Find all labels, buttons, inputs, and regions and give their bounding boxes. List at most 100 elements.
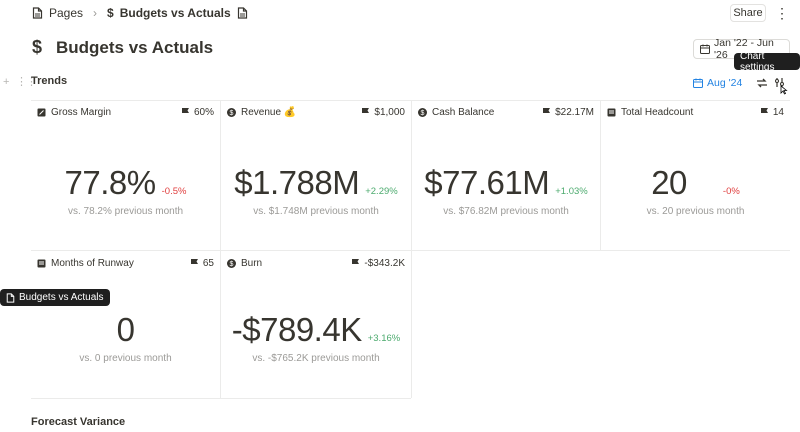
card-target: 60% [181, 107, 214, 118]
metric-comparison: vs. $1.748M previous month [253, 206, 379, 217]
card-target: 14 [760, 107, 784, 118]
more-options-icon[interactable]: ⋮ [775, 4, 789, 21]
share-button[interactable]: Share [730, 4, 766, 22]
metric-value: 20 [651, 164, 687, 201]
card-title: Cash Balance [432, 107, 495, 118]
date-range-label: Jan '22 - Jun '26 [714, 37, 774, 61]
metric-value: 0 [116, 311, 135, 348]
flag-icon [181, 107, 191, 118]
card-target: 65 [190, 258, 214, 269]
chevron-right-icon: › [93, 6, 98, 20]
target-value: $22.17M [555, 107, 594, 118]
target-value: 14 [772, 107, 784, 118]
flag-icon [543, 107, 552, 118]
card-header: $ Burn -$343.2K [227, 258, 405, 269]
metric-delta: +3.16% [367, 333, 401, 344]
swap-arrows-icon[interactable] [755, 76, 769, 90]
list-icon [607, 108, 616, 117]
flag-icon [362, 107, 371, 118]
page-icon[interactable] [237, 7, 248, 19]
metric-card-revenue[interactable]: $ Revenue 💰 $1,000 $1.788M +2.29% vs. $1… [221, 100, 411, 250]
card-title: Months of Runway [51, 258, 134, 269]
page-icon [32, 7, 43, 19]
card-header: $ Revenue 💰 $1,000 [227, 107, 405, 118]
metric-value: $77.61M [424, 164, 550, 201]
divider [600, 100, 601, 250]
drag-handle-icon[interactable]: ⋮⋮ [16, 76, 37, 88]
metric-comparison: vs. 0 previous month [79, 353, 172, 364]
card-target: -$343.2K [352, 258, 405, 269]
card-header: Gross Margin 60% [37, 107, 214, 118]
metric-value: -$789.4K [231, 311, 362, 348]
flag-icon [190, 258, 200, 269]
card-metric: 0 [31, 311, 220, 349]
card-title: Burn [241, 258, 263, 269]
chart-settings-tooltip: Chart settings [734, 51, 800, 73]
breadcrumb-current[interactable]: Budgets vs Actuals [119, 6, 231, 20]
trends-header: + ⋮⋮ Trends Aug '24 [0, 72, 800, 95]
metric-card-gross-margin[interactable]: Gross Margin 60% 77.8% -0.5% vs. 78.2% p… [31, 100, 220, 250]
dollar-circle-icon: $ [227, 108, 236, 117]
card-title: Total Headcount [621, 107, 694, 118]
metric-value: 77.8% [64, 164, 157, 201]
target-value: 65 [202, 258, 214, 269]
list-icon [37, 259, 46, 268]
card-header: Total Headcount 14 [607, 107, 784, 118]
target-value: $1,000 [374, 107, 405, 118]
svg-text:$: $ [421, 110, 425, 117]
card-metric: 20 -0% [601, 164, 790, 202]
trends-title: Trends [31, 75, 68, 87]
calendar-icon [700, 44, 710, 54]
metric-delta: -0% [722, 186, 740, 197]
card-metric: $1.788M +2.29% [221, 164, 411, 202]
dollar-icon: $ [107, 6, 114, 20]
metric-delta: +1.03% [555, 186, 588, 197]
card-metric: 77.8% -0.5% [31, 164, 220, 202]
metric-card-cash-balance[interactable]: $ Cash Balance $22.17M $77.61M +1.03% vs… [412, 100, 600, 250]
metric-card-total-headcount[interactable]: Total Headcount 14 20 -0% vs. 20 previou… [601, 100, 790, 250]
metric-value: $1.788M [234, 164, 360, 201]
target-value: -$343.2K [364, 258, 405, 269]
divider [31, 398, 411, 399]
page-title-text: Budgets vs Actuals [56, 37, 214, 57]
card-header: $ Cash Balance $22.17M [418, 107, 594, 118]
top-bar: Pages › $ Budgets vs Actuals Share ⋮ [0, 0, 800, 28]
page-link-tooltip[interactable]: Budgets vs Actuals [0, 289, 110, 306]
period-selector[interactable]: Aug '24 [693, 75, 742, 91]
flag-icon [352, 258, 361, 269]
metric-comparison: vs. 20 previous month [646, 206, 745, 217]
card-target: $1,000 [362, 107, 405, 118]
flag-icon [760, 107, 770, 118]
add-block-icon[interactable]: + [3, 76, 10, 88]
card-target: $22.17M [543, 107, 594, 118]
divider [220, 100, 221, 398]
dollar-icon: $ [32, 37, 43, 57]
page-link-label: Budgets vs Actuals [19, 292, 104, 303]
card-metric: $77.61M +1.03% [412, 164, 600, 202]
metric-delta: -0.5% [161, 186, 187, 197]
metric-comparison: vs. 78.2% previous month [67, 206, 184, 217]
divider [31, 100, 790, 101]
metric-comparison: vs. -$765.2K previous month [252, 353, 380, 364]
card-title: Gross Margin [51, 107, 112, 118]
target-value: 60% [193, 107, 214, 118]
svg-text:$: $ [230, 261, 234, 268]
metric-card-burn[interactable]: $ Burn -$343.2K -$789.4K +3.16% vs. -$76… [221, 251, 411, 398]
page-title: $ Budgets vs Actuals [32, 37, 213, 58]
page-icon [6, 292, 15, 303]
divider [411, 100, 412, 398]
percent-icon [37, 108, 46, 117]
breadcrumb: Pages › $ Budgets vs Actuals [32, 6, 248, 20]
card-title: Revenue 💰 [241, 107, 297, 118]
metric-delta: +2.29% [365, 186, 398, 197]
period-label: Aug '24 [707, 77, 743, 89]
dollar-circle-icon: $ [418, 108, 427, 117]
breadcrumb-parent[interactable]: Pages [49, 6, 84, 20]
calendar-icon [693, 78, 703, 88]
chart-settings-icon[interactable] [774, 77, 788, 95]
divider [31, 250, 790, 251]
metric-card-months-of-runway[interactable]: Months of Runway 65 0 vs. 0 previous mon… [31, 251, 220, 398]
card-metric: -$789.4K +3.16% [221, 311, 411, 349]
card-header: Months of Runway 65 [37, 258, 214, 269]
dollar-circle-icon: $ [227, 259, 236, 268]
